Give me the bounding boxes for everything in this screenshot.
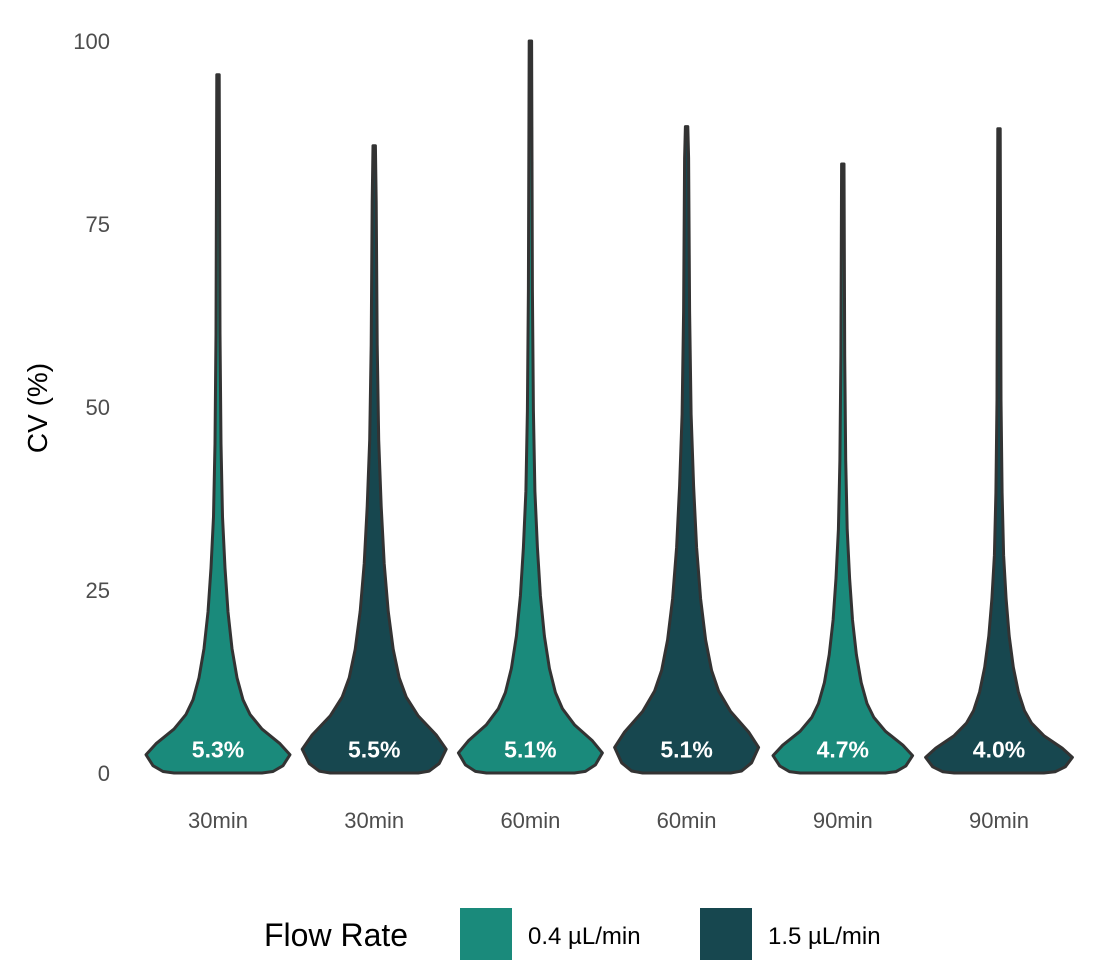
- y-tick-label: 0: [98, 761, 110, 786]
- violin-30min-1: [300, 144, 448, 775]
- violin-90min-4: [771, 162, 915, 775]
- x-tick-label: 30min: [344, 808, 404, 833]
- violin-60min-2: [456, 39, 604, 775]
- x-tick-label: 30min: [188, 808, 248, 833]
- x-tick-label: 60min: [657, 808, 717, 833]
- legend-label-1.5: 1.5 µL/min: [768, 923, 881, 950]
- violin-median-label: 5.3%: [192, 737, 244, 763]
- violin-median-label: 5.1%: [660, 737, 712, 763]
- y-tick-label: 75: [86, 212, 110, 237]
- legend-title: Flow Rate: [264, 917, 408, 953]
- violin-30min-0: [144, 73, 292, 775]
- y-tick-label: 100: [73, 29, 110, 54]
- y-tick-label: 50: [86, 395, 110, 420]
- violin-90min-5: [924, 127, 1074, 775]
- legend-swatch-0.4: [460, 908, 512, 960]
- violin-60min-3: [613, 125, 761, 775]
- x-tick-label: 60min: [500, 808, 560, 833]
- x-tick-label: 90min: [813, 808, 873, 833]
- y-axis-label: CV (%): [22, 363, 53, 453]
- x-tick-label: 90min: [969, 808, 1029, 833]
- violin-median-label: 4.7%: [817, 737, 869, 763]
- violin-median-label: 5.1%: [504, 737, 556, 763]
- violin-median-label: 4.0%: [973, 737, 1025, 763]
- legend: Flow Rate 0.4 µL/min 1.5 µL/min: [264, 908, 881, 960]
- legend-swatch-1.5: [700, 908, 752, 960]
- y-tick-label: 25: [86, 578, 110, 603]
- violin-median-label: 5.5%: [348, 737, 400, 763]
- legend-label-0.4: 0.4 µL/min: [528, 923, 641, 950]
